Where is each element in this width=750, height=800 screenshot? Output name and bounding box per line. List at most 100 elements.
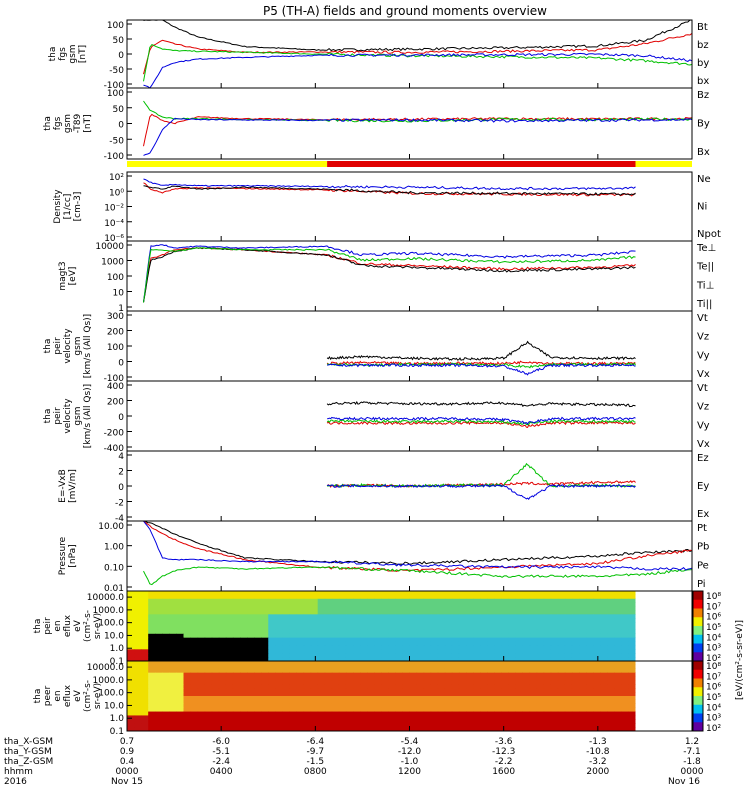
heatmap-cell [402,637,410,643]
heatmap-cell [317,719,326,724]
heatmap-cell [501,688,509,693]
y-tick-label: 1.0 [110,714,125,724]
heatmap-cell [289,622,297,627]
heatmap-cell [663,637,672,643]
heatmap-cell [388,707,396,713]
x-row-label: tha_Y-GSM [4,747,52,757]
heatmap-cell [282,699,290,705]
heatmap-cell [487,723,495,728]
heatmap-cell [261,618,269,623]
heatmap-cell [303,610,312,615]
heatmap-cell [360,594,368,600]
heatmap-cell [607,699,615,705]
heatmap-cell [409,715,418,720]
heatmap-cell [353,692,361,697]
heatmap-cell [324,649,333,654]
heatmap-cell [360,602,368,608]
heatmap-cell [218,622,227,627]
heatmap-cell [458,680,467,685]
heatmap-cell [600,715,608,720]
heatmap-cell [607,653,615,658]
heatmap-cell [395,641,403,646]
heatmap-cell [571,591,580,596]
heatmap-cell [282,672,290,678]
heatmap-cell [649,594,658,600]
heatmap-cell [557,649,566,654]
heatmap-cell [141,641,149,646]
heatmap-cell [338,676,347,681]
heatmap-cell [374,696,382,701]
heatmap-cell [430,614,439,619]
heatmap-cell [176,727,184,732]
heatmap-cell [211,664,220,670]
heatmap-cell [176,684,184,689]
y-tick-label: 0.1 [110,727,124,737]
heatmap-cell [529,711,538,716]
heatmap-cell [190,598,199,604]
heatmap-cell [543,715,552,720]
heatmap-cell [458,657,467,662]
heatmap-cell [381,727,389,732]
heatmap-cell [508,664,516,670]
heatmap-cell [134,672,142,678]
heatmap-cell [183,602,192,608]
y-tick-label: 10⁰ [109,188,124,198]
heatmap-cell [204,696,213,701]
heatmap-cell [557,664,566,670]
heatmap-cell [338,626,347,631]
heatmap-cell [508,688,516,693]
heatmap-cell [310,699,319,705]
heatmap-cell [148,715,156,720]
heatmap-cell [395,602,403,608]
heatmap-cell [522,622,531,627]
heatmap-cell [353,653,361,658]
heatmap-cell [635,692,644,697]
heatmap-cell [176,668,184,674]
heatmap-cell [247,668,255,674]
heatmap-cell [444,626,453,631]
heatmap-cell [557,727,566,732]
y-tick-label: -400 [104,444,125,454]
y-tick-label: 50 [113,105,125,115]
heatmap-cell [607,598,615,604]
heatmap-cell [331,676,340,681]
heatmap-cell [395,626,403,631]
heatmap-cell [670,680,679,685]
heatmap-cell [451,594,460,600]
heatmap-cell [451,684,460,689]
heatmap-cell [275,676,283,681]
heatmap-cell [169,668,177,674]
heatmap-cell [388,727,396,732]
y-tick-label: -50 [109,66,124,76]
heatmap-cell [466,626,474,631]
heatmap-cell [529,629,538,635]
heatmap-cell [593,711,601,716]
heatmap-cell [437,614,446,619]
heatmap-cell [303,591,312,596]
heatmap-cell [240,707,248,713]
heatmap-cell [296,703,305,709]
heatmap-cell [458,676,467,681]
heatmap-cell [536,610,545,615]
heatmap-cell [183,703,192,709]
heatmap-cell [614,622,622,627]
heatmap-cell [607,672,615,678]
heatmap-cell [275,641,283,646]
heatmap-cell [473,688,481,693]
heatmap-cell [677,629,686,635]
heatmap-cell [515,653,523,658]
heatmap-cell [473,711,481,716]
heatmap-cell [268,606,276,611]
heatmap-cell [190,676,199,681]
heatmap-cell [684,618,693,623]
heatmap-cell [550,707,559,713]
heatmap-cell [437,626,446,631]
heatmap-cell [204,703,213,709]
heatmap-cell [232,680,241,685]
heatmap-cell [367,688,375,693]
heatmap-cell [388,610,396,615]
heatmap-cell [593,606,601,611]
heatmap-cell [536,606,545,611]
heatmap-cell [331,641,340,646]
heatmap-cell [275,661,283,666]
